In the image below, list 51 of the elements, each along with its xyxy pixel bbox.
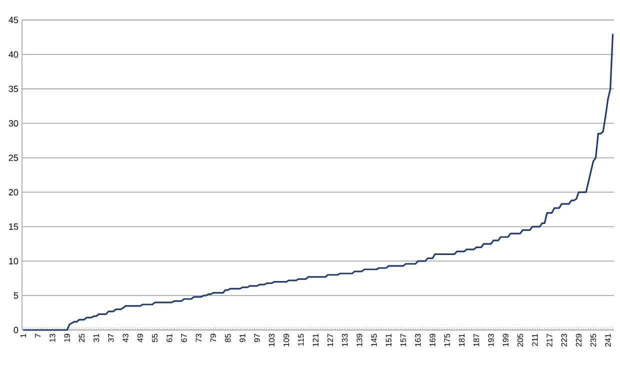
y-tick-label: 20 xyxy=(8,189,18,196)
x-tick-label: 109 xyxy=(284,334,290,346)
x-tick-label: 211 xyxy=(532,334,538,346)
x-tick-label: 7 xyxy=(35,334,41,338)
y-tick-label: 45 xyxy=(8,16,18,24)
x-tick-label: 241 xyxy=(605,334,611,346)
x-tick-label: 175 xyxy=(444,334,450,346)
x-tick-label: 85 xyxy=(225,334,231,342)
x-tick-label: 19 xyxy=(64,334,70,342)
x-tick-label: 61 xyxy=(166,334,172,342)
x-tick-label: 79 xyxy=(210,334,216,342)
y-tick-label: 10 xyxy=(9,258,18,264)
y-tick-label: 0 xyxy=(14,326,18,334)
x-tick-label: 133 xyxy=(342,334,348,346)
x-tick-label: 187 xyxy=(474,334,480,346)
x-tick-label: 217 xyxy=(546,334,552,346)
x-tick-label: 91 xyxy=(240,334,246,342)
x-tick-label: 73 xyxy=(196,334,202,342)
y-tick-label: 5 xyxy=(14,292,18,299)
y-tick-label: 15 xyxy=(9,224,18,230)
x-tick-label: 49 xyxy=(137,334,143,342)
x-tick-label: 235 xyxy=(590,334,596,346)
x-tick-label: 31 xyxy=(93,334,100,342)
x-tick-label: 43 xyxy=(122,334,128,342)
x-tick-label: 121 xyxy=(312,334,318,346)
x-tick-label: 157 xyxy=(400,334,406,346)
x-tick-label: 67 xyxy=(181,334,187,342)
x-tick-label: 1 xyxy=(20,334,26,338)
x-tick-label: 169 xyxy=(430,334,436,346)
x-tick-label: 37 xyxy=(108,334,114,342)
x-tick-label: 115 xyxy=(298,334,304,346)
x-tick-label: 205 xyxy=(517,334,524,346)
x-tick-label: 25 xyxy=(78,334,85,342)
x-tick-label: 229 xyxy=(576,334,582,346)
x-tick-label: 55 xyxy=(152,334,158,342)
x-tick-label: 223 xyxy=(561,334,567,346)
x-tick-label: 139 xyxy=(356,334,362,346)
x-tick-label: 193 xyxy=(488,334,494,346)
y-tick-label: 35 xyxy=(8,86,18,92)
y-tick-label: 25 xyxy=(8,154,18,161)
x-tick-label: 13 xyxy=(50,334,56,342)
x-tick-label: 163 xyxy=(415,334,421,346)
y-tick-label: 30 xyxy=(8,120,18,127)
x-tick-label: 181 xyxy=(458,334,465,346)
x-tick-label: 103 xyxy=(268,334,275,346)
y-tick-label: 40 xyxy=(8,51,18,58)
x-tick-label: 151 xyxy=(386,334,392,346)
x-tick-label: 145 xyxy=(371,334,377,346)
x-tick-label: 199 xyxy=(502,334,508,346)
x-tick-label: 97 xyxy=(254,334,260,342)
x-tick-label: 127 xyxy=(327,334,333,346)
